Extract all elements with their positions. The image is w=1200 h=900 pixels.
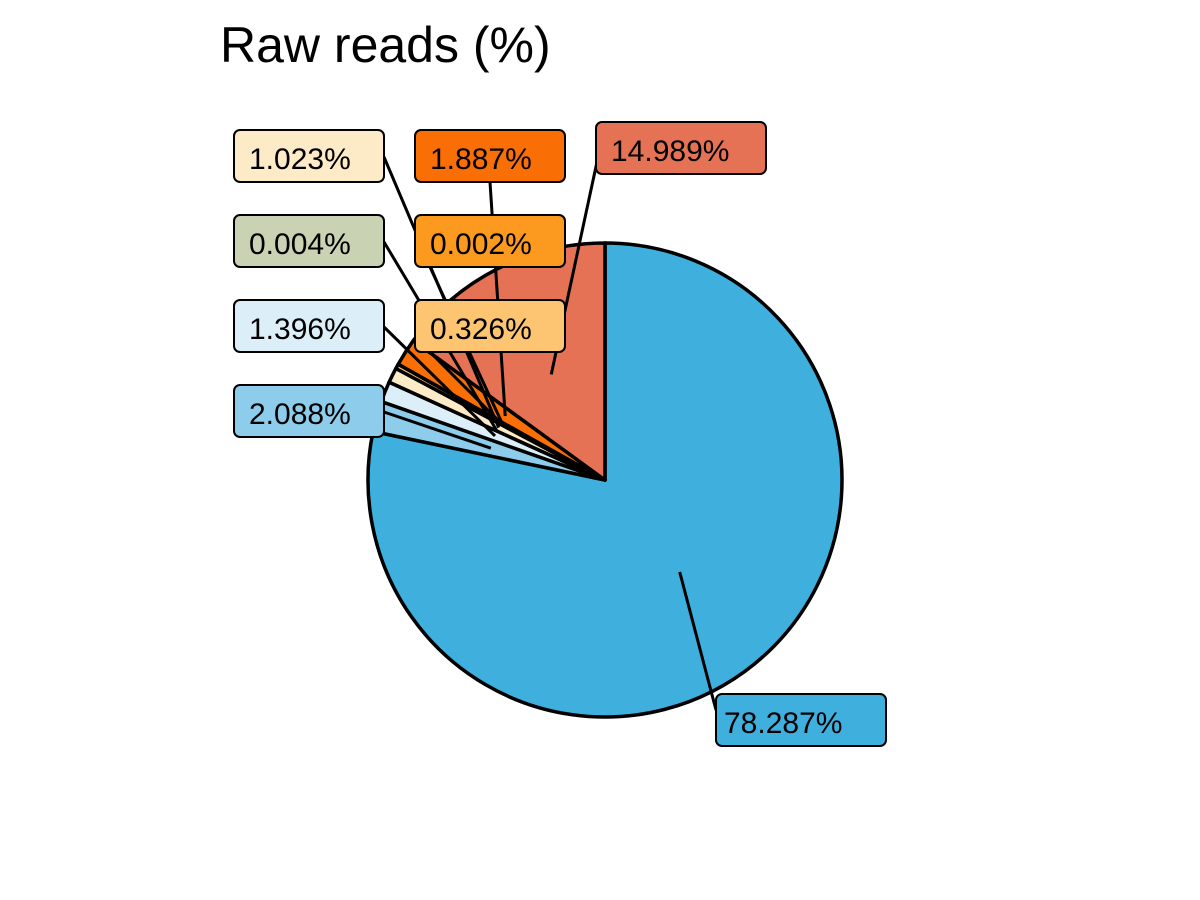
slice-label-box [595,121,767,175]
leader-line [678,571,718,711]
slice-label-box [715,693,887,747]
slice-label-text: 14.989% [611,135,729,168]
slice-labels: 78.287% 2.088% 1.396% 0.004% 1.023% 0.326% 0.0… [233,121,887,747]
chart-title: Raw reads (%) [220,17,551,73]
slice-label-text: 0.002% [430,228,532,261]
leader-line [383,410,492,450]
slice-label-box [414,129,566,183]
slice-label-text: 2.088% [249,398,351,431]
slice-label-box [414,299,566,353]
slice-label: 0.326% [414,299,566,353]
slice-label-box [414,214,566,268]
leader-line [428,350,503,425]
slice-label-text: 1.396% [249,313,351,346]
slice-label: 0.004% [233,214,385,268]
slice-label: 1.396% [233,299,385,353]
slice-label-box [233,299,385,353]
slice-label-text: 1.023% [249,143,351,176]
slice-label: 14.989% [595,121,767,175]
slice-label-box [233,214,385,268]
slice-label-text: 0.326% [430,313,532,346]
leader-line [382,325,497,437]
slice-label-text: 0.004% [249,228,351,261]
slice-label: 1.887% [414,129,566,183]
slice-label: 1.023% [233,129,385,183]
slice-label: 0.002% [414,214,566,268]
slice-label: 78.287% [715,693,887,747]
slice-label-box [233,129,385,183]
slice-label-text: 1.887% [430,143,532,176]
slice-label-box [233,384,385,438]
slice-label: 2.088% [233,384,385,438]
slice-label-text: 78.287% [724,707,842,740]
